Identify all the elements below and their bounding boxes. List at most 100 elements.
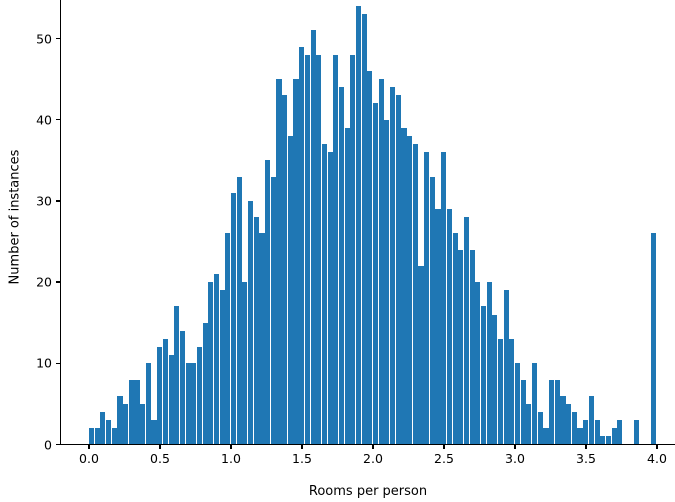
histogram-bar (145, 363, 151, 445)
histogram-bar (458, 249, 464, 445)
histogram-bar (231, 192, 237, 445)
x-tick-label: 3.0 (505, 451, 525, 466)
histogram-bar (344, 127, 350, 445)
y-tick-label: 0 (44, 437, 52, 452)
histogram-bar (401, 127, 407, 445)
histogram-bar (560, 395, 566, 445)
y-axis-spine (60, 0, 62, 445)
histogram-bar (651, 233, 657, 445)
histogram-bar (605, 436, 611, 445)
histogram-bar (140, 403, 146, 445)
x-tick-label: 2.0 (363, 451, 383, 466)
histogram-bar (327, 152, 333, 445)
histogram-bar (367, 70, 373, 445)
x-axis-spine (60, 444, 675, 446)
histogram-bar (128, 379, 134, 445)
x-tick-label: 4.0 (647, 451, 667, 466)
histogram-bar (435, 209, 441, 445)
histogram-bar (390, 87, 396, 445)
histogram-bar (179, 330, 185, 445)
y-tick-mark (56, 443, 60, 446)
histogram-bar (225, 233, 231, 445)
histogram-bar (168, 355, 174, 445)
histogram-bar (151, 420, 157, 445)
histogram-bar (384, 119, 390, 445)
histogram-bar (299, 46, 305, 445)
histogram-bar (503, 290, 509, 445)
histogram-bar (106, 420, 112, 445)
x-tick-mark (656, 445, 658, 449)
histogram-bar (532, 363, 538, 445)
histogram-bar (310, 30, 316, 445)
y-tick-mark (56, 362, 60, 364)
histogram-bar (594, 420, 600, 445)
histogram-bar (469, 249, 475, 445)
histogram-bar (174, 306, 180, 445)
histogram-bar (537, 412, 543, 445)
histogram-bar (191, 363, 197, 445)
histogram-bar (111, 428, 117, 445)
histogram-bar (617, 420, 623, 445)
histogram-bar (157, 347, 163, 445)
histogram-bar (549, 379, 555, 445)
histogram-bar (543, 428, 549, 445)
histogram-bar (424, 152, 430, 445)
histogram-bar (378, 79, 384, 445)
histogram-bar (571, 412, 577, 445)
histogram-bar (441, 152, 447, 445)
histogram-bar (321, 144, 327, 445)
histogram-bar (361, 14, 367, 445)
histogram-bar (338, 87, 345, 445)
histogram-bar (213, 273, 220, 445)
histogram-bar (265, 160, 271, 445)
x-tick-label: 0.0 (79, 451, 99, 466)
x-tick-mark (372, 445, 374, 449)
histogram-bar (463, 217, 469, 445)
histogram-bar (202, 322, 208, 445)
histogram-bar (509, 338, 515, 445)
histogram-bar (480, 306, 487, 445)
histogram-bar (242, 282, 248, 445)
x-tick-label: 1.5 (292, 451, 312, 466)
histogram-bar (293, 79, 299, 445)
histogram-bar (270, 176, 276, 445)
y-tick-label: 40 (36, 112, 52, 128)
x-tick-mark (585, 445, 587, 449)
histogram-bar (611, 428, 617, 445)
histogram-bar (94, 428, 100, 445)
histogram-bar (395, 95, 401, 445)
histogram-bar (253, 217, 259, 445)
histogram-bar (276, 79, 282, 445)
y-tick-label: 10 (36, 355, 52, 371)
histogram-bar (492, 314, 498, 445)
histogram-bar (162, 338, 168, 445)
histogram-bar (196, 347, 203, 445)
y-tick-label: 50 (36, 31, 52, 46)
y-tick-mark (56, 119, 60, 121)
y-tick-mark (56, 200, 60, 202)
histogram-bar (134, 379, 140, 445)
histogram-bar (350, 54, 356, 445)
histogram-bar (526, 403, 532, 445)
histogram-bar (89, 428, 95, 445)
histogram-bar (520, 379, 526, 445)
histogram-bar (219, 290, 225, 445)
x-tick-label: 3.5 (576, 451, 596, 466)
histogram-bar (634, 420, 640, 445)
x-tick-label: 2.5 (434, 451, 454, 466)
x-tick-mark (230, 445, 232, 449)
histogram-bar (486, 282, 492, 445)
x-tick-mark (443, 445, 445, 449)
histogram-bar (316, 54, 322, 445)
histogram-bar (566, 403, 572, 445)
histogram-bar (577, 428, 583, 445)
histogram-bar (497, 338, 504, 445)
histogram-bar (446, 209, 452, 445)
histogram-bar (373, 103, 379, 445)
histogram-bar (248, 200, 254, 445)
x-tick-label: 0.5 (150, 451, 170, 466)
y-tick-label: 30 (36, 193, 52, 209)
histogram-bar (588, 395, 594, 445)
x-tick-mark (514, 445, 516, 449)
histogram-bar (412, 144, 418, 445)
